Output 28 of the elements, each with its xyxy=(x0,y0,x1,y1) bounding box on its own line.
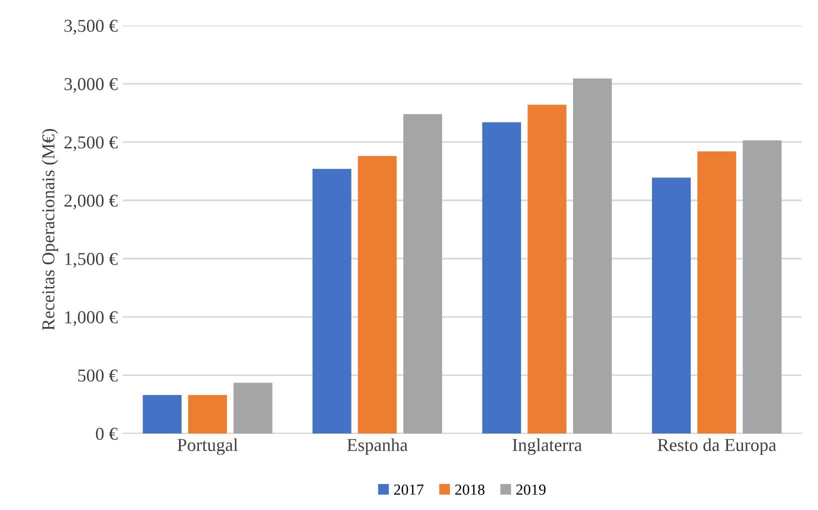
bar xyxy=(188,395,227,434)
bar xyxy=(234,382,272,434)
x-tick-label: Inglaterra xyxy=(512,438,582,455)
y-tick-label: 500 € xyxy=(78,369,118,382)
x-tick-label: Espanha xyxy=(347,438,408,455)
bar xyxy=(742,140,782,434)
y-tick-label: 2,500 € xyxy=(64,136,118,152)
bar xyxy=(358,156,397,434)
bar xyxy=(697,151,736,434)
y-tick-label: 0 € xyxy=(96,428,118,440)
legend-label: 2019 xyxy=(516,484,546,495)
bar xyxy=(142,395,182,434)
bar xyxy=(652,178,691,434)
bar xyxy=(528,104,566,434)
bar xyxy=(482,122,522,434)
bar xyxy=(573,78,612,434)
y-tick-label: 2,000 € xyxy=(64,194,118,210)
y-tick-label: 3,500 € xyxy=(64,20,118,35)
bar xyxy=(312,168,352,434)
bar xyxy=(403,114,442,434)
y-tick-label: 3,000 € xyxy=(64,78,118,93)
x-tick-label: Portugal xyxy=(177,438,238,455)
legend-label: 2017 xyxy=(394,484,424,495)
y-tick-label: 1,000 € xyxy=(65,311,118,326)
y-axis-title: Receitas Operacionais (M€) xyxy=(42,129,58,330)
legend-label: 2018 xyxy=(455,484,485,495)
x-tick-label: Resto da Europa xyxy=(658,438,776,455)
y-tick-label: 1,500 € xyxy=(65,252,118,268)
